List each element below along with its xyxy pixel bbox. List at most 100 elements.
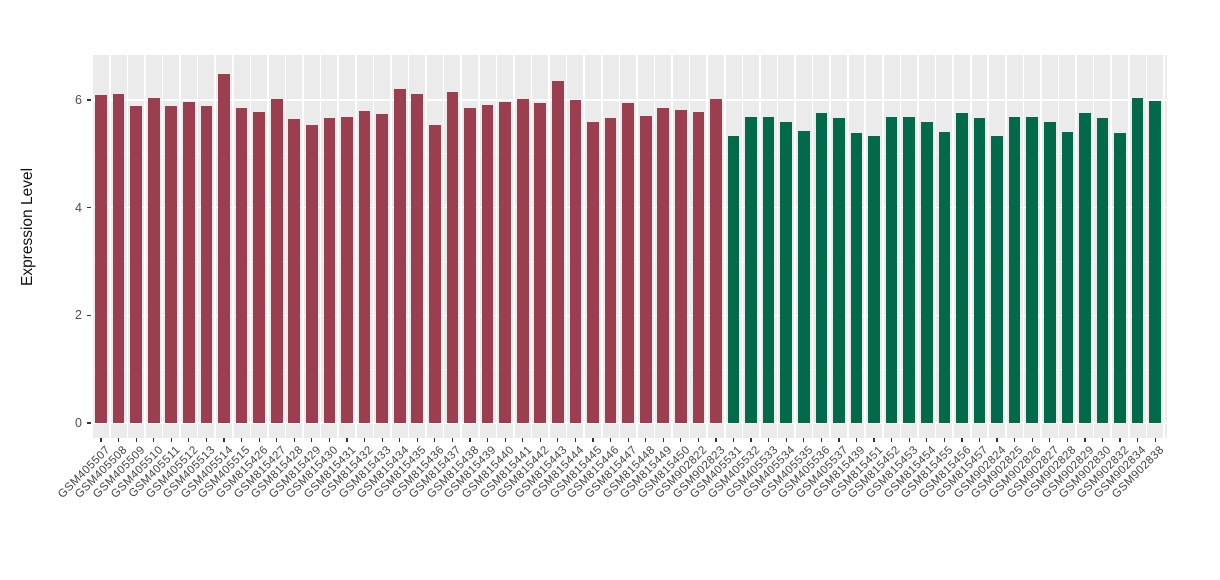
bar — [147, 97, 160, 423]
gridline-v — [1110, 55, 1113, 438]
gridline-v — [987, 55, 990, 438]
x-tick-mark — [873, 438, 875, 442]
x-tick-mark — [135, 438, 137, 442]
x-tick-mark — [943, 438, 945, 442]
x-tick-mark — [627, 438, 629, 442]
gridline-v — [706, 55, 708, 438]
gridline-v — [354, 55, 357, 438]
bar — [745, 117, 757, 423]
gridline-major-h — [92, 99, 1167, 101]
bar — [305, 124, 318, 423]
x-tick-mark — [574, 438, 576, 442]
gridline-v — [1005, 55, 1007, 438]
y-axis-title: Expression Level — [19, 167, 36, 286]
gridline-v — [600, 55, 603, 438]
bar — [1008, 116, 1021, 423]
gridline-v — [144, 55, 146, 438]
bar — [692, 111, 705, 423]
bar — [797, 131, 810, 423]
y-tick-mark — [87, 314, 91, 316]
x-tick-mark — [346, 438, 348, 442]
bar — [639, 116, 652, 423]
x-tick-mark — [1031, 438, 1033, 442]
bar — [551, 81, 564, 423]
x-tick-mark — [188, 438, 190, 442]
x-tick-mark — [1049, 438, 1051, 442]
bar — [973, 118, 986, 423]
gridline-v — [776, 55, 779, 438]
bar — [920, 121, 933, 423]
bar — [1043, 122, 1056, 423]
x-tick-mark — [311, 438, 313, 442]
gridline-v — [811, 55, 814, 438]
gridline-v — [899, 55, 902, 438]
gridline-v — [284, 55, 287, 438]
x-tick-mark — [680, 438, 682, 442]
gridline-v — [1075, 55, 1077, 438]
x-tick-mark — [469, 438, 471, 442]
gridline-v — [407, 55, 410, 438]
gridline-v — [161, 55, 164, 438]
gridline-v — [92, 55, 94, 438]
gridline-v — [1128, 55, 1130, 438]
bar — [411, 93, 424, 423]
x-tick-mark — [416, 438, 418, 442]
x-tick-mark — [1014, 438, 1016, 442]
bar — [956, 113, 968, 423]
y-tick-label: 2 — [75, 308, 82, 323]
x-tick-mark — [996, 438, 998, 442]
x-tick-mark — [768, 438, 770, 442]
bar — [323, 118, 336, 423]
gridline-v — [231, 55, 234, 438]
bar — [253, 112, 265, 423]
bar — [235, 107, 248, 423]
x-tick-mark — [258, 438, 260, 442]
y-tick-mark — [87, 99, 91, 101]
bar — [516, 99, 529, 423]
bar — [1061, 131, 1074, 423]
x-tick-mark — [662, 438, 664, 442]
bar — [200, 106, 213, 423]
gridline-v — [548, 55, 550, 438]
x-tick-mark — [855, 438, 858, 442]
bar — [674, 110, 687, 423]
x-tick-mark — [486, 438, 489, 442]
gridline-v — [302, 55, 304, 438]
x-tick-mark — [803, 438, 805, 442]
bar — [393, 89, 406, 423]
bar — [727, 136, 740, 423]
bar — [587, 122, 599, 423]
gridline-v — [952, 55, 954, 438]
y-tick-label: 4 — [75, 200, 82, 215]
gridline-v — [1057, 55, 1060, 438]
bar — [95, 95, 107, 423]
gridline-v — [460, 55, 462, 438]
gridline-v — [249, 55, 252, 438]
gridline-v — [513, 55, 515, 438]
x-tick-mark — [732, 438, 735, 442]
gridline-v — [794, 55, 796, 438]
bar — [1096, 117, 1109, 423]
x-tick-mark — [645, 438, 647, 442]
x-tick-mark — [328, 438, 330, 442]
x-tick-mark — [715, 438, 717, 442]
x-tick-mark — [785, 438, 787, 442]
gridline-v — [337, 55, 339, 438]
bar — [622, 102, 634, 423]
bar — [569, 100, 582, 423]
x-tick-mark — [1084, 438, 1086, 442]
x-tick-mark — [1154, 438, 1156, 442]
gridline-v — [1092, 55, 1095, 438]
bar — [991, 136, 1003, 423]
x-tick-mark — [961, 438, 963, 442]
gridline-v — [759, 55, 761, 438]
bar — [1131, 97, 1144, 423]
bar — [1149, 101, 1162, 423]
x-tick-mark — [399, 438, 401, 442]
gridline-v — [108, 55, 111, 438]
x-tick-mark — [1066, 438, 1068, 442]
x-tick-mark — [592, 438, 594, 442]
gridline-v — [583, 55, 585, 438]
x-tick-mark — [697, 438, 699, 442]
bar — [376, 113, 388, 423]
